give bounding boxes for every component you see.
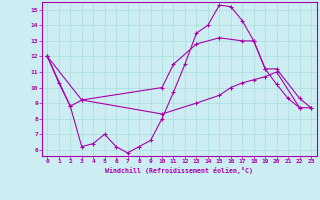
X-axis label: Windchill (Refroidissement éolien,°C): Windchill (Refroidissement éolien,°C) <box>105 167 253 174</box>
